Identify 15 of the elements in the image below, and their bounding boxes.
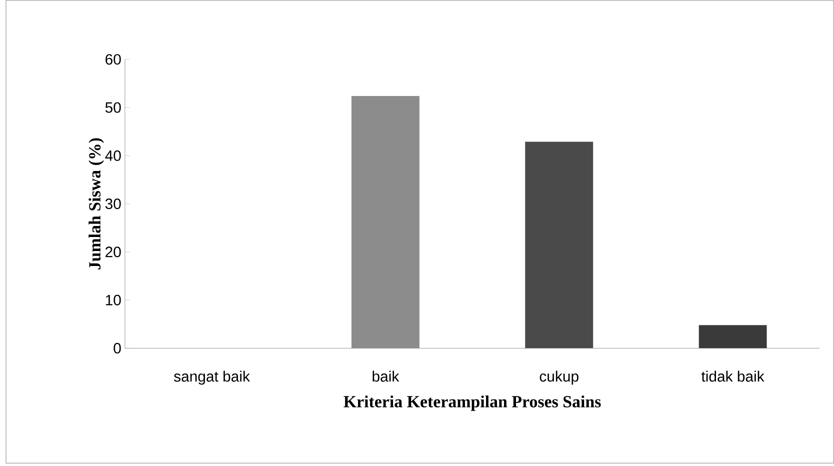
x-tick-label: tidak baik xyxy=(701,370,764,382)
x-tick-label: sangat baik xyxy=(174,370,250,385)
y-tick-label: 50 xyxy=(105,102,121,113)
y-tick-label: 30 xyxy=(105,198,121,209)
y-tick-label: 40 xyxy=(105,150,121,161)
y-axis-title: Jumlah Siswa (%) xyxy=(88,138,104,270)
y-tick-label: 60 xyxy=(106,54,121,65)
y-tick-label: 20 xyxy=(106,246,121,258)
y-tick-label: 0 xyxy=(114,342,121,354)
x-tick-label: cukup xyxy=(540,370,578,385)
y-tick-label: 10 xyxy=(106,294,121,306)
x-axis-title: Kriteria Keterampilan Proses Sains xyxy=(344,395,601,411)
x-tick-label: baik xyxy=(372,370,400,382)
bar xyxy=(698,325,767,348)
bar xyxy=(525,142,594,348)
